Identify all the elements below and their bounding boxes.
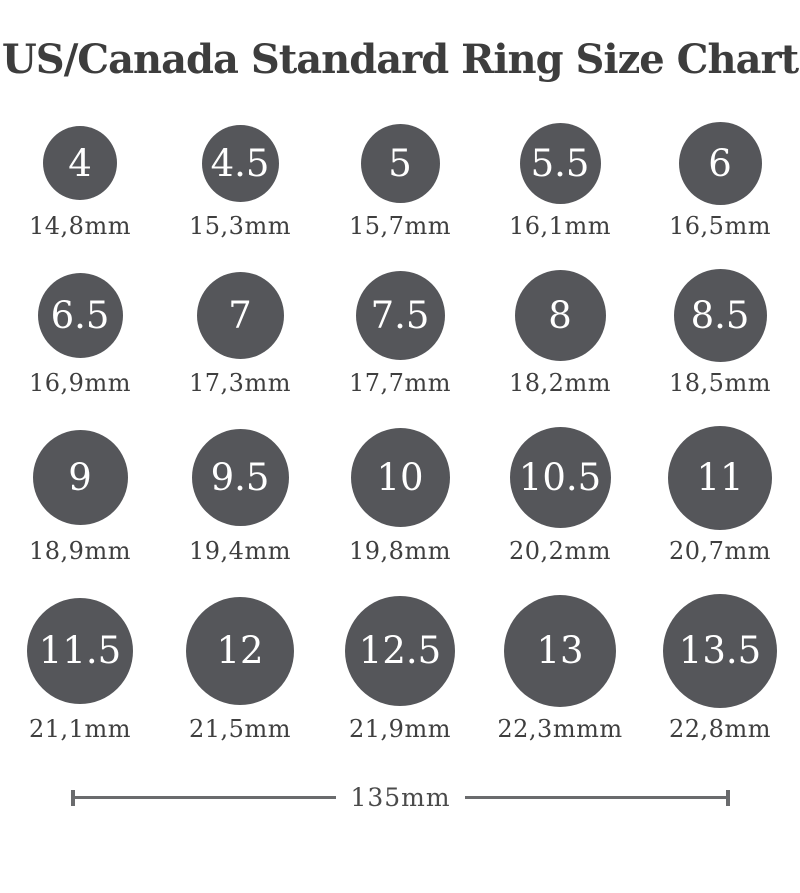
ring-circle: 8 bbox=[514, 269, 606, 361]
ring-size-cell: 7.5 17,7mm bbox=[320, 268, 480, 397]
scale-bar-line-right bbox=[464, 796, 727, 799]
ring-size-cell: 10.5 20,2mm bbox=[480, 425, 640, 565]
ring-circle: 13 bbox=[504, 594, 616, 707]
ring-circle: 13.5 bbox=[663, 593, 777, 708]
ring-size-cell: 9 18,9mm bbox=[0, 425, 160, 565]
ring-size-cell: 8.5 18,5mm bbox=[640, 268, 800, 397]
diameter-label: 20,2mm bbox=[509, 537, 611, 565]
diameter-label: 16,1mm bbox=[509, 212, 611, 240]
page-title: US/Canada Standard Ring Size Chart bbox=[1, 36, 799, 83]
diameter-label: 19,8mm bbox=[349, 537, 451, 565]
ring-size-cell: 6 16,5mm bbox=[640, 121, 800, 240]
ring-size-number: 7 bbox=[228, 293, 252, 337]
ring-size-number: 12 bbox=[216, 629, 264, 672]
ring-circle: 4 bbox=[43, 126, 117, 200]
ring-size-number: 8.5 bbox=[690, 293, 750, 337]
ring-circle: 6.5 bbox=[37, 272, 123, 358]
ring-circle: 9 bbox=[32, 430, 128, 525]
ring-circle: 11 bbox=[668, 425, 772, 530]
ring-row-3: 9 18,9mm 9.5 19,4mm 10 19,8mm 10.5 20,2m… bbox=[0, 425, 800, 565]
ring-row-1: 4 14,8mm 4.5 15,3mm 5 15,7mm 5.5 16,1mm … bbox=[0, 121, 800, 240]
ring-size-number: 10 bbox=[376, 456, 424, 499]
ring-size-cell: 11 20,7mm bbox=[640, 425, 800, 565]
ring-size-number: 9 bbox=[68, 456, 92, 499]
ring-size-cell: 13 22,3mmm bbox=[480, 593, 640, 743]
ring-circle: 7 bbox=[196, 271, 284, 359]
diameter-label: 16,5mm bbox=[669, 212, 771, 240]
diameter-label: 21,1mm bbox=[29, 715, 131, 743]
diameter-label: 17,3mm bbox=[189, 369, 291, 397]
diameter-label: 18,9mm bbox=[29, 537, 131, 565]
scale-bar-label: 135mm bbox=[350, 783, 451, 812]
ring-size-number: 5 bbox=[388, 141, 412, 185]
ring-circle: 12.5 bbox=[345, 595, 455, 706]
ring-circle: 10 bbox=[350, 428, 450, 527]
ring-size-cell: 11.5 21,1mm bbox=[0, 593, 160, 743]
ring-row-2: 6.5 16,9mm 7 17,3mm 7.5 17,7mm 8 18,2mm … bbox=[0, 268, 800, 397]
ring-circle: 11.5 bbox=[27, 597, 133, 704]
ring-size-cell: 12.5 21,9mm bbox=[320, 593, 480, 743]
ring-size-number: 9.5 bbox=[210, 456, 270, 499]
scale-bar-line-left bbox=[75, 796, 337, 799]
ring-size-number: 5.5 bbox=[530, 141, 590, 185]
ring-size-cell: 10 19,8mm bbox=[320, 425, 480, 565]
diameter-label: 16,9mm bbox=[29, 369, 131, 397]
ring-size-number: 6 bbox=[708, 141, 732, 185]
ring-circle: 4.5 bbox=[201, 124, 279, 202]
scale-bar: 135mm bbox=[71, 783, 731, 812]
ring-size-cell: 9.5 19,4mm bbox=[160, 425, 320, 565]
diameter-label: 21,5mm bbox=[189, 715, 291, 743]
ring-size-number: 10.5 bbox=[518, 456, 602, 499]
diameter-label: 20,7mm bbox=[669, 537, 771, 565]
ring-size-number: 4.5 bbox=[210, 141, 270, 185]
diameter-label: 17,7mm bbox=[349, 369, 451, 397]
ring-size-cell: 7 17,3mm bbox=[160, 268, 320, 397]
ring-size-number: 8 bbox=[548, 293, 572, 337]
diameter-label: 18,2mm bbox=[509, 369, 611, 397]
ring-row-4: 11.5 21,1mm 12 21,5mm 12.5 21,9mm 13 22,… bbox=[0, 593, 800, 743]
diameter-label: 19,4mm bbox=[189, 537, 291, 565]
ring-circle: 8.5 bbox=[673, 268, 767, 362]
ring-size-cell: 4 14,8mm bbox=[0, 121, 160, 240]
ring-circle: 7.5 bbox=[355, 270, 445, 360]
ring-size-cell: 13.5 22,8mm bbox=[640, 593, 800, 743]
ring-size-number: 13.5 bbox=[678, 629, 762, 672]
diameter-label: 15,3mm bbox=[189, 212, 291, 240]
ring-size-number: 4 bbox=[68, 141, 92, 185]
ring-size-grid: 4 14,8mm 4.5 15,3mm 5 15,7mm 5.5 16,1mm … bbox=[0, 121, 800, 743]
ring-circle: 10.5 bbox=[509, 427, 611, 528]
ring-size-number: 11.5 bbox=[38, 629, 122, 672]
ring-circle: 12 bbox=[186, 596, 294, 705]
ring-size-number: 12.5 bbox=[358, 629, 442, 672]
ring-size-number: 6.5 bbox=[50, 293, 110, 337]
diameter-label: 22,8mm bbox=[669, 715, 771, 743]
ring-circle: 5.5 bbox=[519, 122, 601, 204]
diameter-label: 22,3mmm bbox=[497, 715, 623, 743]
ring-size-cell: 5.5 16,1mm bbox=[480, 121, 640, 240]
ring-circle: 5 bbox=[360, 123, 440, 203]
diameter-label: 14,8mm bbox=[29, 212, 131, 240]
ring-size-number: 11 bbox=[696, 456, 744, 499]
ring-size-cell: 8 18,2mm bbox=[480, 268, 640, 397]
ring-size-number: 7.5 bbox=[370, 293, 430, 337]
diameter-label: 18,5mm bbox=[669, 369, 771, 397]
ring-size-cell: 5 15,7mm bbox=[320, 121, 480, 240]
scale-bar-left-tick bbox=[71, 789, 75, 806]
ring-size-number: 13 bbox=[536, 629, 584, 672]
diameter-label: 15,7mm bbox=[349, 212, 451, 240]
diameter-label: 21,9mm bbox=[349, 715, 451, 743]
scale-bar-right-tick bbox=[726, 789, 731, 806]
ring-size-cell: 6.5 16,9mm bbox=[0, 268, 160, 397]
ring-circle: 9.5 bbox=[191, 429, 289, 526]
ring-size-cell: 4.5 15,3mm bbox=[160, 121, 320, 240]
ring-size-cell: 12 21,5mm bbox=[160, 593, 320, 743]
ring-circle: 6 bbox=[678, 121, 762, 205]
